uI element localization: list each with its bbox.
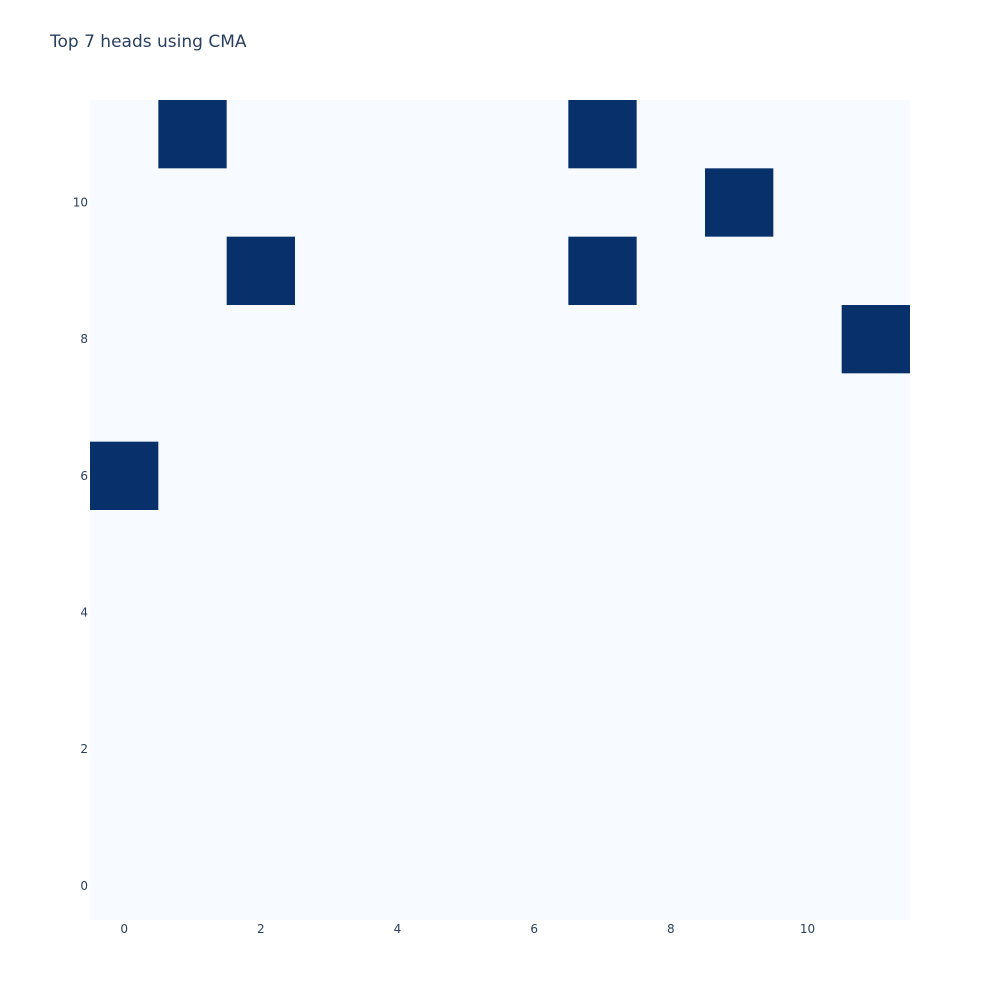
x-tick-label: 10 (800, 922, 815, 936)
y-axis-tick-labels: 0 2 4 6 8 10 (73, 196, 88, 893)
x-tick-label: 0 (120, 922, 128, 936)
chart-title: Top 7 heads using CMA (50, 32, 247, 52)
y-tick-label: 8 (80, 332, 88, 346)
y-tick-label: 10 (73, 196, 88, 210)
x-tick-label: 4 (394, 922, 402, 936)
x-tick-label: 8 (667, 922, 675, 936)
heatmap-cell (841, 305, 910, 374)
y-tick-label: 4 (80, 606, 88, 620)
y-tick-label: 0 (80, 879, 88, 893)
x-tick-label: 6 (530, 922, 538, 936)
heatmap-cell (158, 100, 227, 169)
x-tick-label: 2 (257, 922, 265, 936)
heatmap-cell (568, 100, 637, 169)
heatmap-cell (705, 168, 774, 237)
heatmap-background (90, 100, 910, 920)
y-tick-label: 6 (80, 469, 88, 483)
heatmap-cell (90, 441, 159, 510)
plot-background-layer (90, 100, 910, 920)
heatmap-cells-layer (90, 100, 910, 510)
y-tick-label: 2 (80, 742, 88, 756)
heatmap-cell (568, 236, 637, 305)
x-axis-tick-labels: 0 2 4 6 8 10 (120, 922, 815, 936)
heatmap-cell (226, 236, 295, 305)
